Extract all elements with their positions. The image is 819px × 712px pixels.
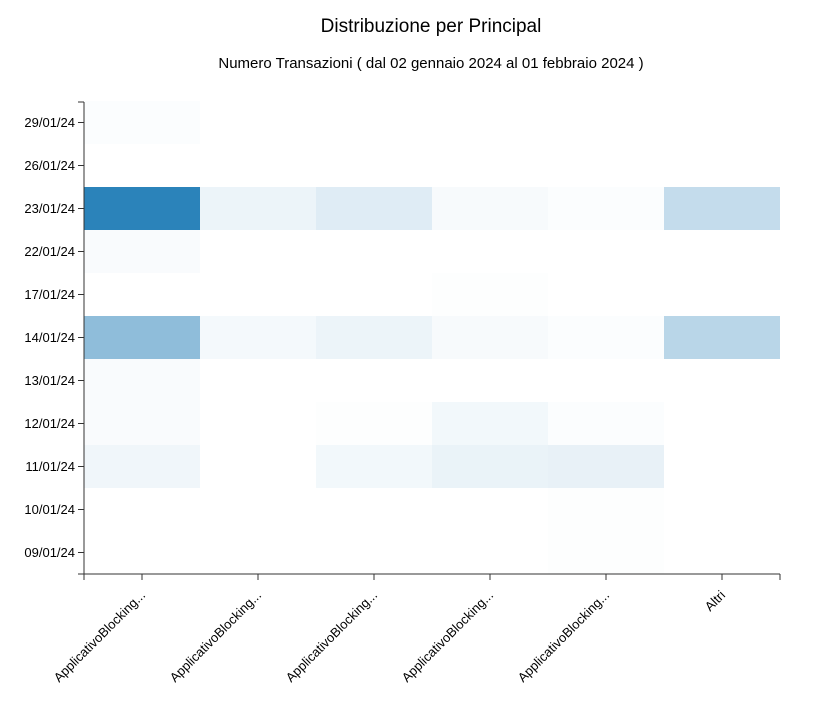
y-tick-label: 11/01/24: [25, 459, 75, 474]
x-tick-label: ApplicativoBlocking...: [399, 588, 496, 685]
heatmap-cell: [84, 531, 200, 574]
heatmap-cell: [84, 359, 200, 402]
heatmap-cell: [84, 445, 200, 488]
heatmap-cell: [84, 187, 200, 230]
heatmap-cell: [432, 187, 548, 230]
heatmap-cell: [200, 273, 316, 316]
heatmap-cell: [664, 531, 780, 574]
y-tick-label: 29/01/24: [24, 115, 75, 130]
y-tick-label: 26/01/24: [24, 158, 75, 173]
heatmap-cell: [200, 488, 316, 531]
heatmap-cells: [84, 101, 780, 574]
heatmap-cell: [200, 316, 316, 359]
y-tick-label: 22/01/24: [24, 244, 75, 259]
heatmap-cell: [200, 402, 316, 445]
heatmap-cell: [664, 316, 780, 359]
x-tick-label: ApplicativoBlocking...: [283, 588, 380, 685]
heatmap-cell: [432, 144, 548, 187]
heatmap-cell: [84, 273, 200, 316]
y-tick-label: 09/01/24: [24, 545, 75, 560]
x-tick-label: ApplicativoBlocking...: [167, 588, 264, 685]
heatmap-cell: [316, 273, 432, 316]
heatmap-cell: [316, 359, 432, 402]
heatmap-cell: [84, 402, 200, 445]
heatmap-cell: [664, 273, 780, 316]
chart-title: Distribuzione per Principal: [321, 16, 542, 37]
heatmap-cell: [432, 230, 548, 273]
x-tick-label: Altri: [702, 587, 729, 614]
heatmap-cell: [548, 359, 664, 402]
y-tick-label: 23/01/24: [24, 201, 75, 216]
heatmap-cell: [84, 144, 200, 187]
heatmap-cell: [664, 187, 780, 230]
heatmap-cell: [548, 531, 664, 574]
heatmap-cell: [200, 230, 316, 273]
heatmap-cell: [200, 359, 316, 402]
heatmap-cell: [664, 101, 780, 144]
y-tick-label: 17/01/24: [24, 287, 75, 302]
heatmap-cell: [548, 187, 664, 230]
heatmap-cell: [664, 230, 780, 273]
heatmap-cell: [548, 488, 664, 531]
heatmap-cell: [664, 144, 780, 187]
heatmap-cell: [664, 402, 780, 445]
heatmap-cell: [432, 488, 548, 531]
heatmap-cell: [200, 144, 316, 187]
heatmap-cell: [432, 402, 548, 445]
heatmap-cell: [200, 187, 316, 230]
heatmap-cell: [432, 445, 548, 488]
heatmap-cell: [664, 359, 780, 402]
heatmap-cell: [432, 359, 548, 402]
heatmap-cell: [548, 101, 664, 144]
y-tick-label: 13/01/24: [24, 373, 75, 388]
heatmap-cell: [316, 445, 432, 488]
heatmap-cell: [432, 531, 548, 574]
heatmap-cell: [84, 230, 200, 273]
heatmap-cell: [432, 316, 548, 359]
heatmap-cell: [316, 187, 432, 230]
heatmap-cell: [548, 445, 664, 488]
x-axis: ApplicativoBlocking... ApplicativoBlockin…: [51, 573, 781, 685]
heatmap-cell: [316, 101, 432, 144]
heatmap-cell: [316, 531, 432, 574]
heatmap-cell: [548, 316, 664, 359]
heatmap-cell: [200, 101, 316, 144]
heatmap-cell: [84, 316, 200, 359]
y-tick-label: 10/01/24: [24, 502, 75, 517]
heatmap-cell: [548, 144, 664, 187]
heatmap-cell: [316, 402, 432, 445]
chart-subtitle: Numero Transazioni ( dal 02 gennaio 2024…: [218, 55, 643, 72]
heatmap-cell: [316, 144, 432, 187]
heatmap-cell: [200, 531, 316, 574]
heatmap-cell: [548, 273, 664, 316]
heatmap-cell: [548, 230, 664, 273]
x-tick-label: ApplicativoBlocking...: [51, 588, 148, 685]
heatmap-cell: [432, 101, 548, 144]
heatmap-cell: [664, 488, 780, 531]
y-tick-label: 14/01/24: [24, 330, 75, 345]
heatmap-cell: [664, 445, 780, 488]
heatmap-cell: [432, 273, 548, 316]
heatmap-cell: [200, 445, 316, 488]
y-tick-label: 12/01/24: [24, 416, 75, 431]
heatmap-cell: [548, 402, 664, 445]
x-tick-label: ApplicativoBlocking...: [515, 588, 612, 685]
heatmap-cell: [316, 230, 432, 273]
y-axis: 29/01/24 26/01/24 23/01/24 22/01/24 17/01/24…: [24, 101, 85, 575]
heatmap-cell: [84, 101, 200, 144]
heatmap-cell: [316, 488, 432, 531]
heatmap-cell: [84, 488, 200, 531]
heatmap-cell: [316, 316, 432, 359]
